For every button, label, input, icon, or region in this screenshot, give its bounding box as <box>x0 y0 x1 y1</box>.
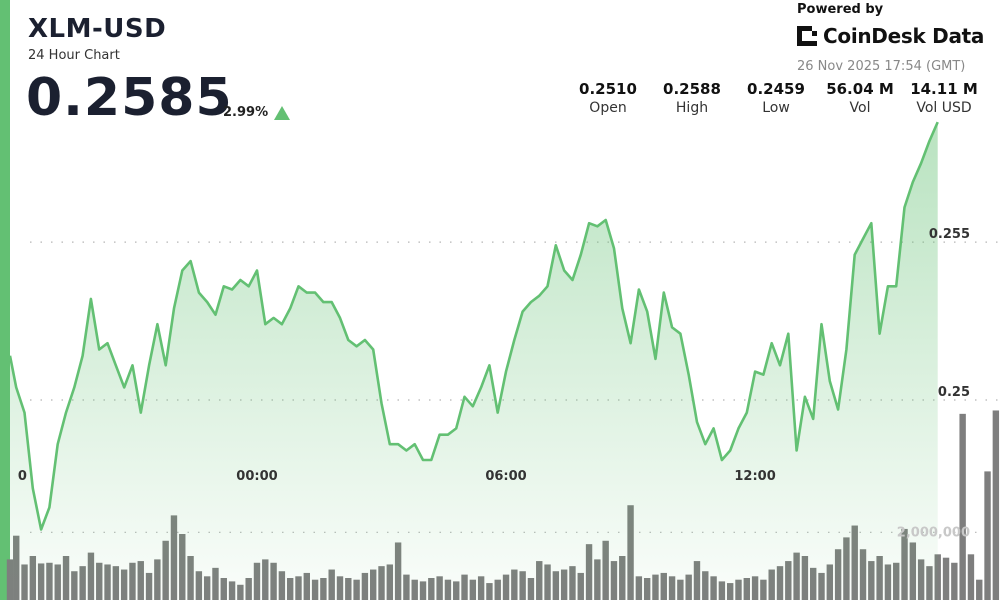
stats-bar: 0.2510 Open 0.2588 High 0.2459 Low 56.04… <box>566 80 986 116</box>
x-tick-label: 0 <box>18 469 27 484</box>
stat-value: 0.2588 <box>663 80 721 98</box>
accent-bar <box>0 0 10 600</box>
brand-name: CoinDesk Data <box>823 24 985 48</box>
volume-bar <box>942 557 950 600</box>
stat-open: 0.2510 Open <box>566 80 650 116</box>
volume-bar <box>959 413 966 600</box>
axis-labels: 0 00:00 06:00 12:00 0.255 0.25 2,000,000 <box>18 227 970 540</box>
stat-label: Low <box>762 100 790 116</box>
chart-subtitle: 24 Hour Chart <box>28 48 120 63</box>
stat-vol: 56.04 M Vol <box>818 80 902 116</box>
stat-value: 14.11 M <box>910 80 978 98</box>
volume-bar <box>934 554 941 600</box>
volume-bar <box>976 579 983 600</box>
stat-vol-usd: 14.11 M Vol USD <box>902 80 986 116</box>
volume-bar <box>984 471 991 600</box>
stat-label: Open <box>589 100 627 116</box>
brand[interactable]: CoinDesk Data <box>797 24 984 48</box>
volume-bar <box>967 554 975 600</box>
stat-value: 0.2459 <box>747 80 805 98</box>
x-tick-label: 12:00 <box>734 469 775 484</box>
x-tick-label: 06:00 <box>485 469 526 484</box>
price-change: 2.99% <box>223 105 269 120</box>
up-arrow-icon <box>274 106 290 120</box>
powered-by-label: Powered by <box>797 2 884 17</box>
price-line <box>8 121 939 531</box>
timestamp: 26 Nov 2025 17:54 (GMT) <box>797 59 966 74</box>
stat-low: 0.2459 Low <box>734 80 818 116</box>
volume-bar <box>951 562 958 600</box>
price-area <box>8 121 939 600</box>
stat-label: High <box>675 100 709 116</box>
y-tick-label: 0.25 <box>938 385 970 400</box>
stat-label: Vol <box>849 100 871 116</box>
current-price: 0.2585 <box>26 68 233 128</box>
coindesk-logo-icon <box>797 26 817 46</box>
ticker-symbol: XLM-USD <box>28 14 167 44</box>
stat-value: 0.2510 <box>579 80 637 98</box>
x-tick-label: 00:00 <box>236 469 277 484</box>
y-tick-label: 0.255 <box>929 227 970 242</box>
stat-label: Vol USD <box>916 100 972 116</box>
stat-high: 0.2588 High <box>650 80 734 116</box>
volume-bar <box>992 410 1000 600</box>
stat-value: 56.04 M <box>826 80 894 98</box>
volume-tick-label: 2,000,000 <box>897 525 970 540</box>
price-area-fill <box>10 122 938 600</box>
